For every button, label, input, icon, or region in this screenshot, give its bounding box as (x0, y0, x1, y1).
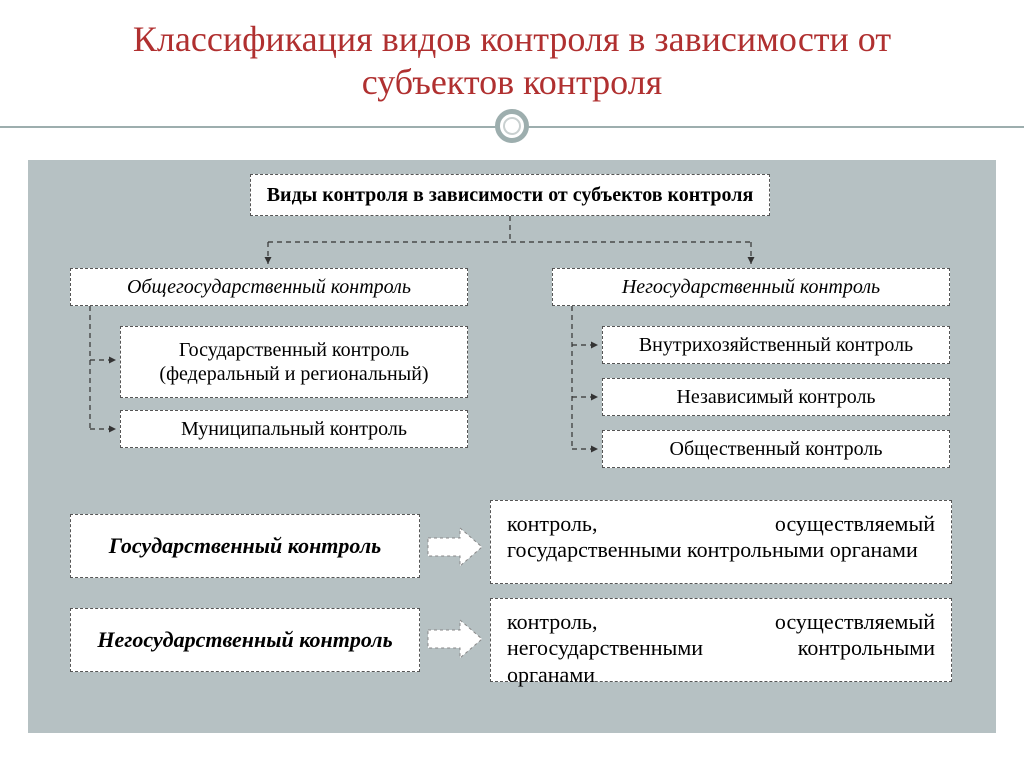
page-title: Классификация видов контроля в зависимос… (60, 18, 964, 104)
slide: Классификация видов контроля в зависимос… (0, 0, 1024, 767)
arrow-right-icon (426, 526, 484, 568)
definition-gov-term: Государственный контроль (70, 514, 420, 578)
definition-nongov-term: Негосударственный контроль (70, 608, 420, 672)
right-item-internal-box: Внутрихозяйственный контроль (602, 326, 950, 364)
title-area: Классификация видов контроля в зависимос… (0, 0, 1024, 112)
arrow-right-icon (426, 618, 484, 660)
left-item-federal-box: Государственный контроль (федеральный и … (120, 326, 468, 398)
definition-nongov-text-content: контроль, осуществляемый негосударственн… (507, 609, 935, 688)
separator (0, 112, 1024, 140)
diagram-canvas: Виды контроля в зависимости от субъектов… (28, 160, 996, 733)
branch-left-box: Общегосударственный контроль (70, 268, 468, 306)
definition-nongov-text: контроль, осуществляемый негосударственн… (490, 598, 952, 682)
right-item-independent-box: Независимый контроль (602, 378, 950, 416)
definition-gov-text-content: контроль, осуществляемый государственным… (507, 511, 935, 564)
root-box: Виды контроля в зависимости от субъектов… (250, 174, 770, 216)
separator-inner-circle-icon (503, 117, 521, 135)
left-item-municipal-box: Муниципальный контроль (120, 410, 468, 448)
definition-gov-text: контроль, осуществляемый государственным… (490, 500, 952, 584)
branch-right-box: Негосударственный контроль (552, 268, 950, 306)
right-item-public-box: Общественный контроль (602, 430, 950, 468)
